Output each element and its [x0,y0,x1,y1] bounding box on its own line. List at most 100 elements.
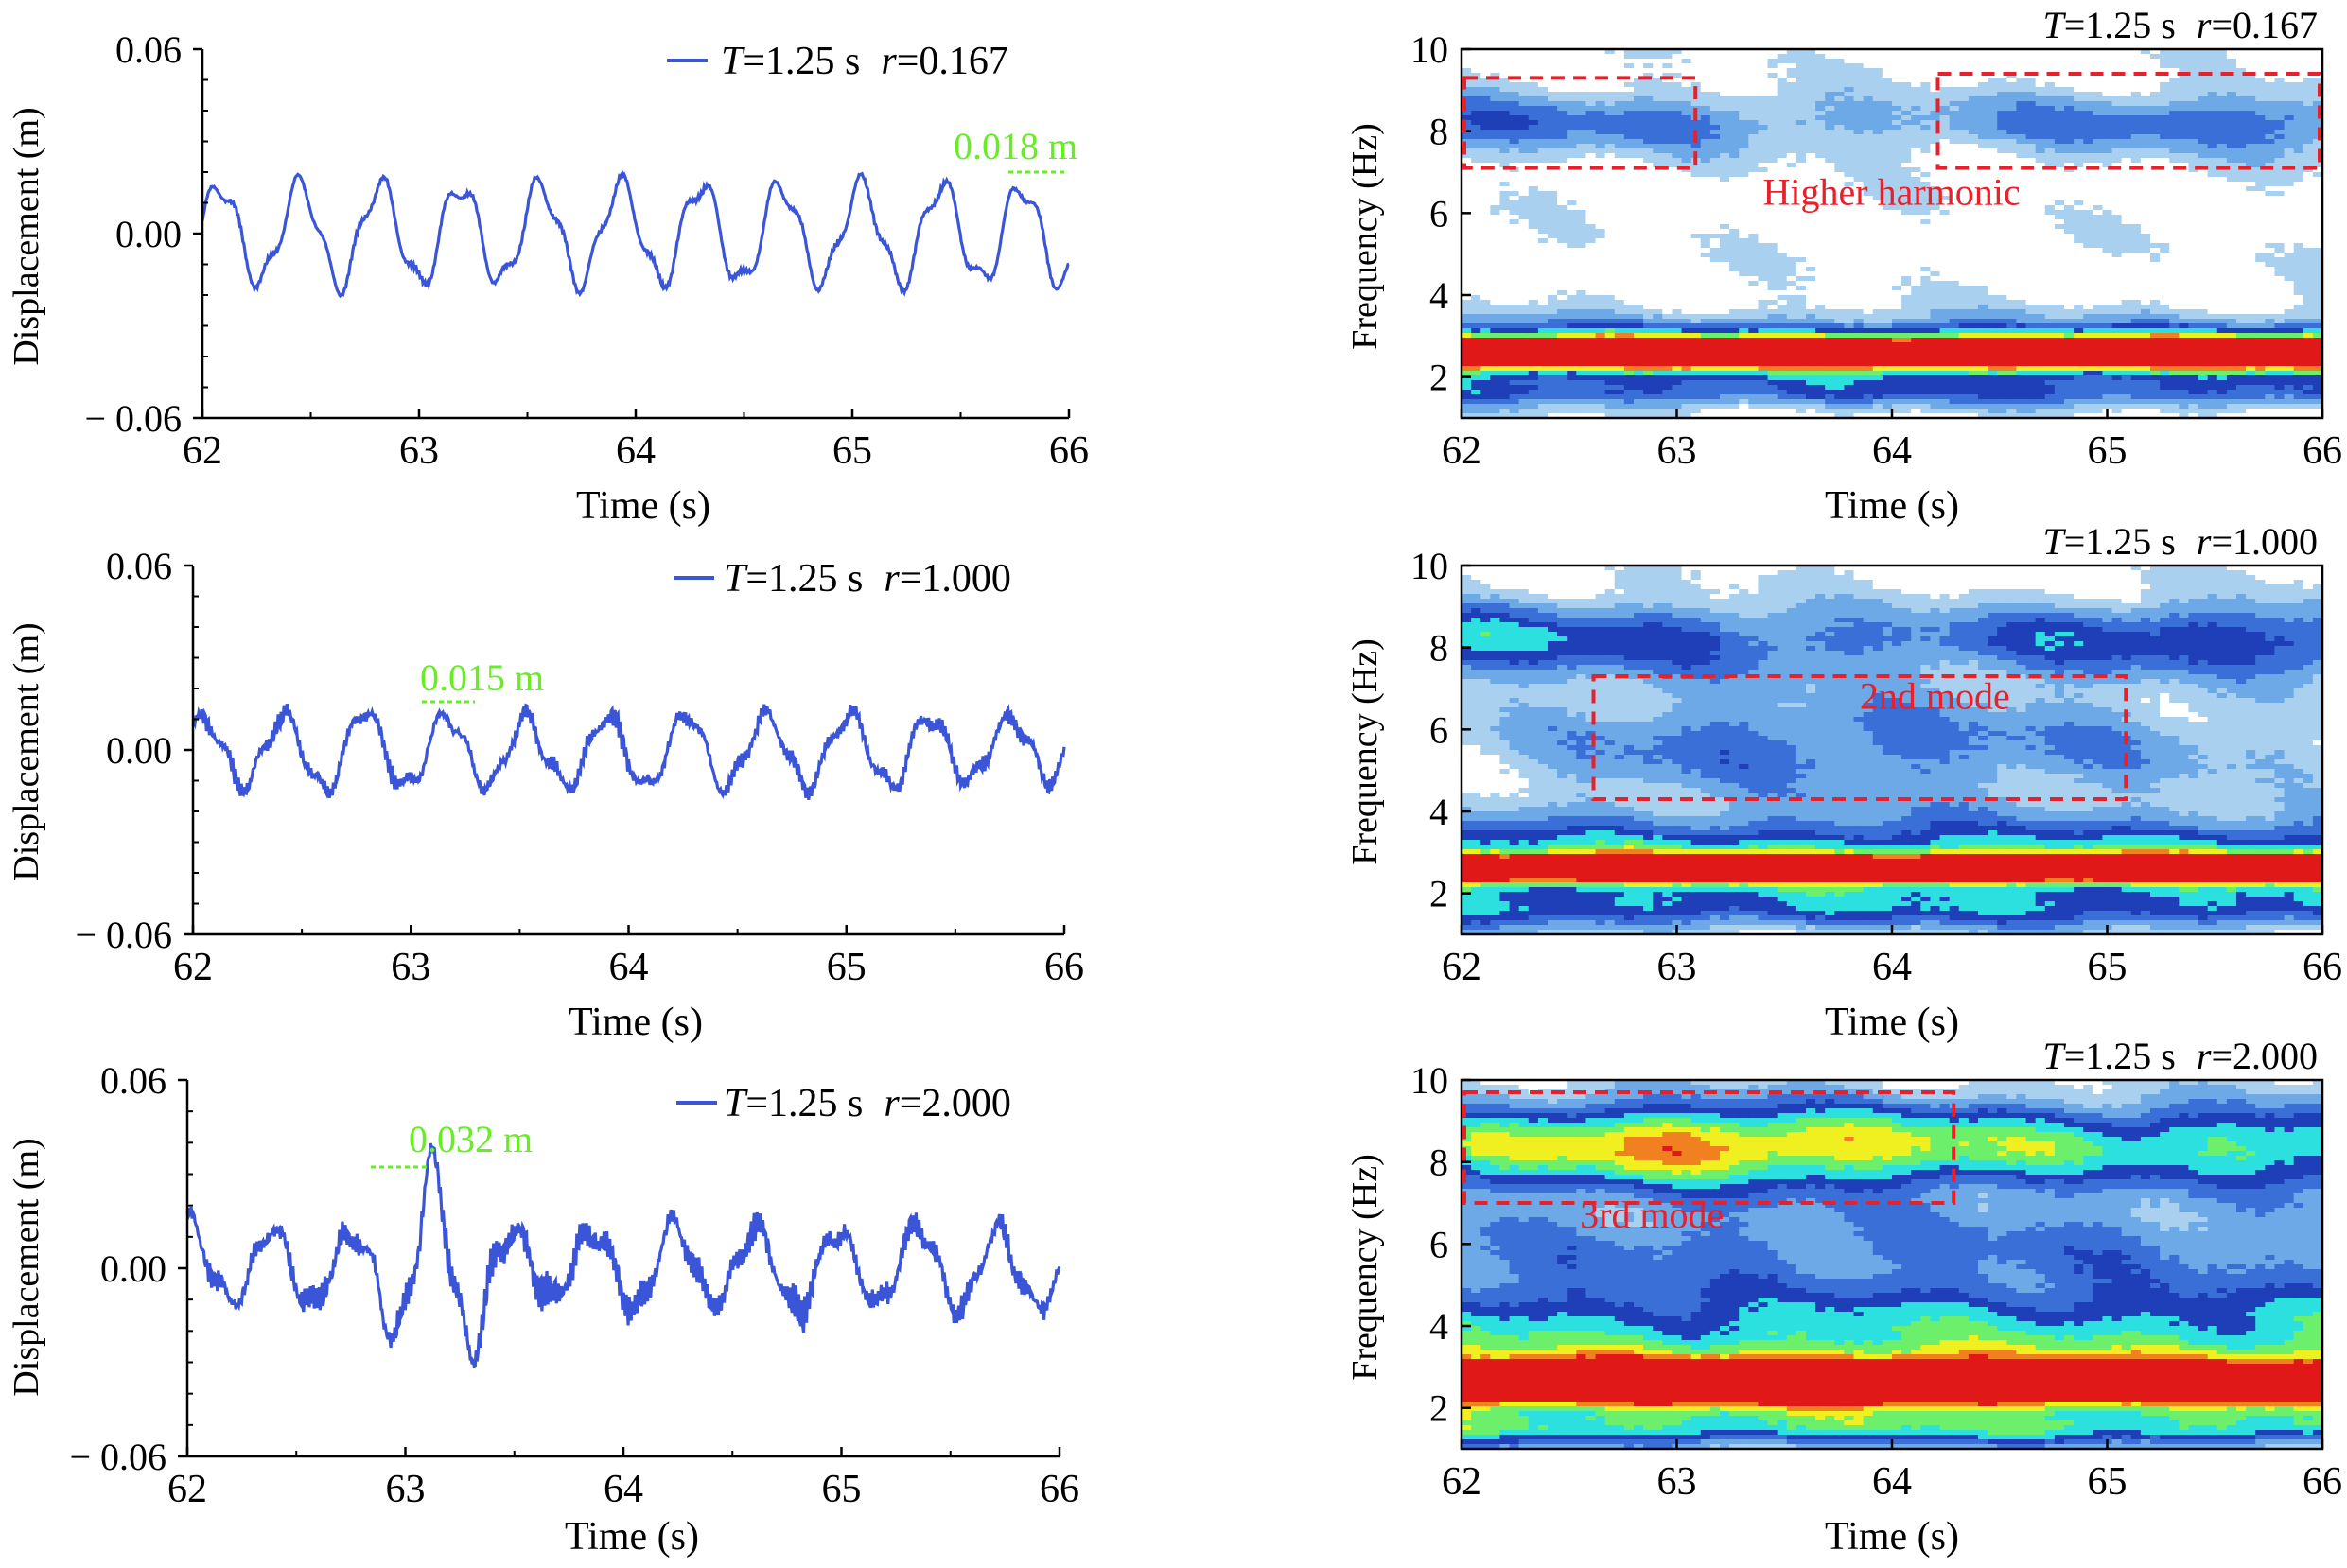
heatmap-cell [1585,248,1597,253]
heatmap-cell [1585,106,1597,112]
heatmap-cell [2025,54,2037,60]
heatmap-cell [1739,338,1749,343]
heatmap-cell [1537,148,1549,154]
heatmap-cell [1662,106,1673,112]
heatmap-cell [1720,323,1730,329]
heatmap-cell [2006,82,2018,88]
heatmap-cell [1462,271,1472,277]
heatmap-cell [1499,215,1511,220]
heatmap-cell [1509,82,1520,88]
heatmap-cell [1672,49,1683,55]
heatmap-cell [1643,342,1654,348]
heatmap-cell [1709,229,1721,235]
heatmap-cell [1709,205,1721,211]
heatmap-cell [1528,163,1539,168]
heatmap-cell [1997,120,2007,126]
heatmap-cell [1557,352,1568,357]
heatmap-cell [1653,404,1663,409]
heatmap-cell [2016,153,2027,159]
heatmap-cell [1567,200,1577,206]
heatmap-cell [1777,144,1788,149]
heatmap-cell [1653,205,1663,211]
heatmap-cell [1643,262,1654,268]
heatmap-cell [1537,399,1549,405]
heatmap-cell [1528,196,1539,201]
heatmap-cell [1709,347,1721,353]
heatmap-cell [1795,172,1807,178]
heatmap-cell [1958,205,1970,211]
heatmap-cell [1681,205,1692,211]
heatmap-cell [1585,82,1597,88]
heatmap-cell [1557,59,1568,64]
heatmap-cell [2025,78,2037,83]
heatmap-cell [1480,200,1491,206]
heatmap-cell [2054,68,2065,74]
heatmap-cell [1777,101,1788,107]
heatmap-cell [1634,295,1644,301]
heatmap-cell [1528,404,1539,409]
heatmap-cell [1700,253,1711,258]
heatmap-cell [1709,196,1721,201]
heatmap-cell [1585,234,1597,239]
heatmap-cell [1548,380,1558,386]
heatmap-cell [2006,305,2018,310]
heatmap-cell [1604,111,1616,116]
heatmap-cell [1548,229,1558,235]
heatmap-cell [1614,229,1625,235]
heatmap-cell [1786,267,1797,272]
heatmap-cell [1920,186,1932,192]
heatmap-cell [1604,328,1616,334]
heatmap-cell [1471,404,1481,409]
heatmap-cell [1662,101,1673,107]
heatmap-cell [1958,49,1970,55]
heatmap-cell [1853,144,1865,149]
heatmap-cell [1958,366,1970,372]
heatmap-cell [1595,73,1606,78]
heatmap-cell [1911,186,1921,192]
heatmap-cell [1786,148,1797,154]
line-layer [201,169,1070,299]
heatmap-cell [1758,338,1769,343]
heatmap-cell [1825,257,1835,263]
heatmap-cell [1490,125,1501,131]
heatmap-cell [1537,210,1549,216]
heatmap-cell [1537,78,1549,83]
heatmap-cell [1901,153,1912,159]
heatmap-cell [1585,286,1597,291]
heatmap-cell [1653,286,1663,291]
heatmap-cell [1795,210,1807,216]
heatmap-cell [1690,59,1702,64]
heatmap-cell [1528,399,1539,405]
heatmap-cell [1767,177,1778,183]
heatmap-cell [1672,120,1683,126]
heatmap-cell [1604,319,1616,324]
heatmap-cell [1844,290,1855,296]
heatmap-cell [1949,290,1960,296]
heatmap-cell [1892,352,1902,357]
heatmap-cell [1634,153,1644,159]
heatmap-cell [2006,153,2018,159]
heatmap-cell [1634,63,1644,69]
heatmap-cell [1978,394,1988,400]
heatmap-cell [1471,409,1481,414]
x-tick-label: 66 [1044,946,1084,989]
heatmap-cell [1490,404,1501,409]
heatmap-cell [2044,399,2056,405]
heatmap-cell [1614,125,1625,131]
heatmap-cell [1595,342,1606,348]
heatmap-cell [1777,248,1788,253]
heatmap-cell [1729,300,1740,305]
heatmap-cell [1720,59,1730,64]
heatmap-cell [1471,357,1481,362]
heatmap-cell [2044,338,2056,343]
heatmap-cell [1786,139,1797,145]
heatmap-cell [1795,59,1807,64]
heatmap-cell [1825,111,1835,116]
heatmap-cell [1786,409,1797,414]
heatmap-cell [2016,271,2027,277]
heatmap-cell [1911,394,1921,400]
heatmap-cell [1585,96,1597,102]
heatmap-cell [2006,130,2018,135]
heatmap-cell [1499,385,1511,391]
heatmap-cell [2054,87,2065,93]
